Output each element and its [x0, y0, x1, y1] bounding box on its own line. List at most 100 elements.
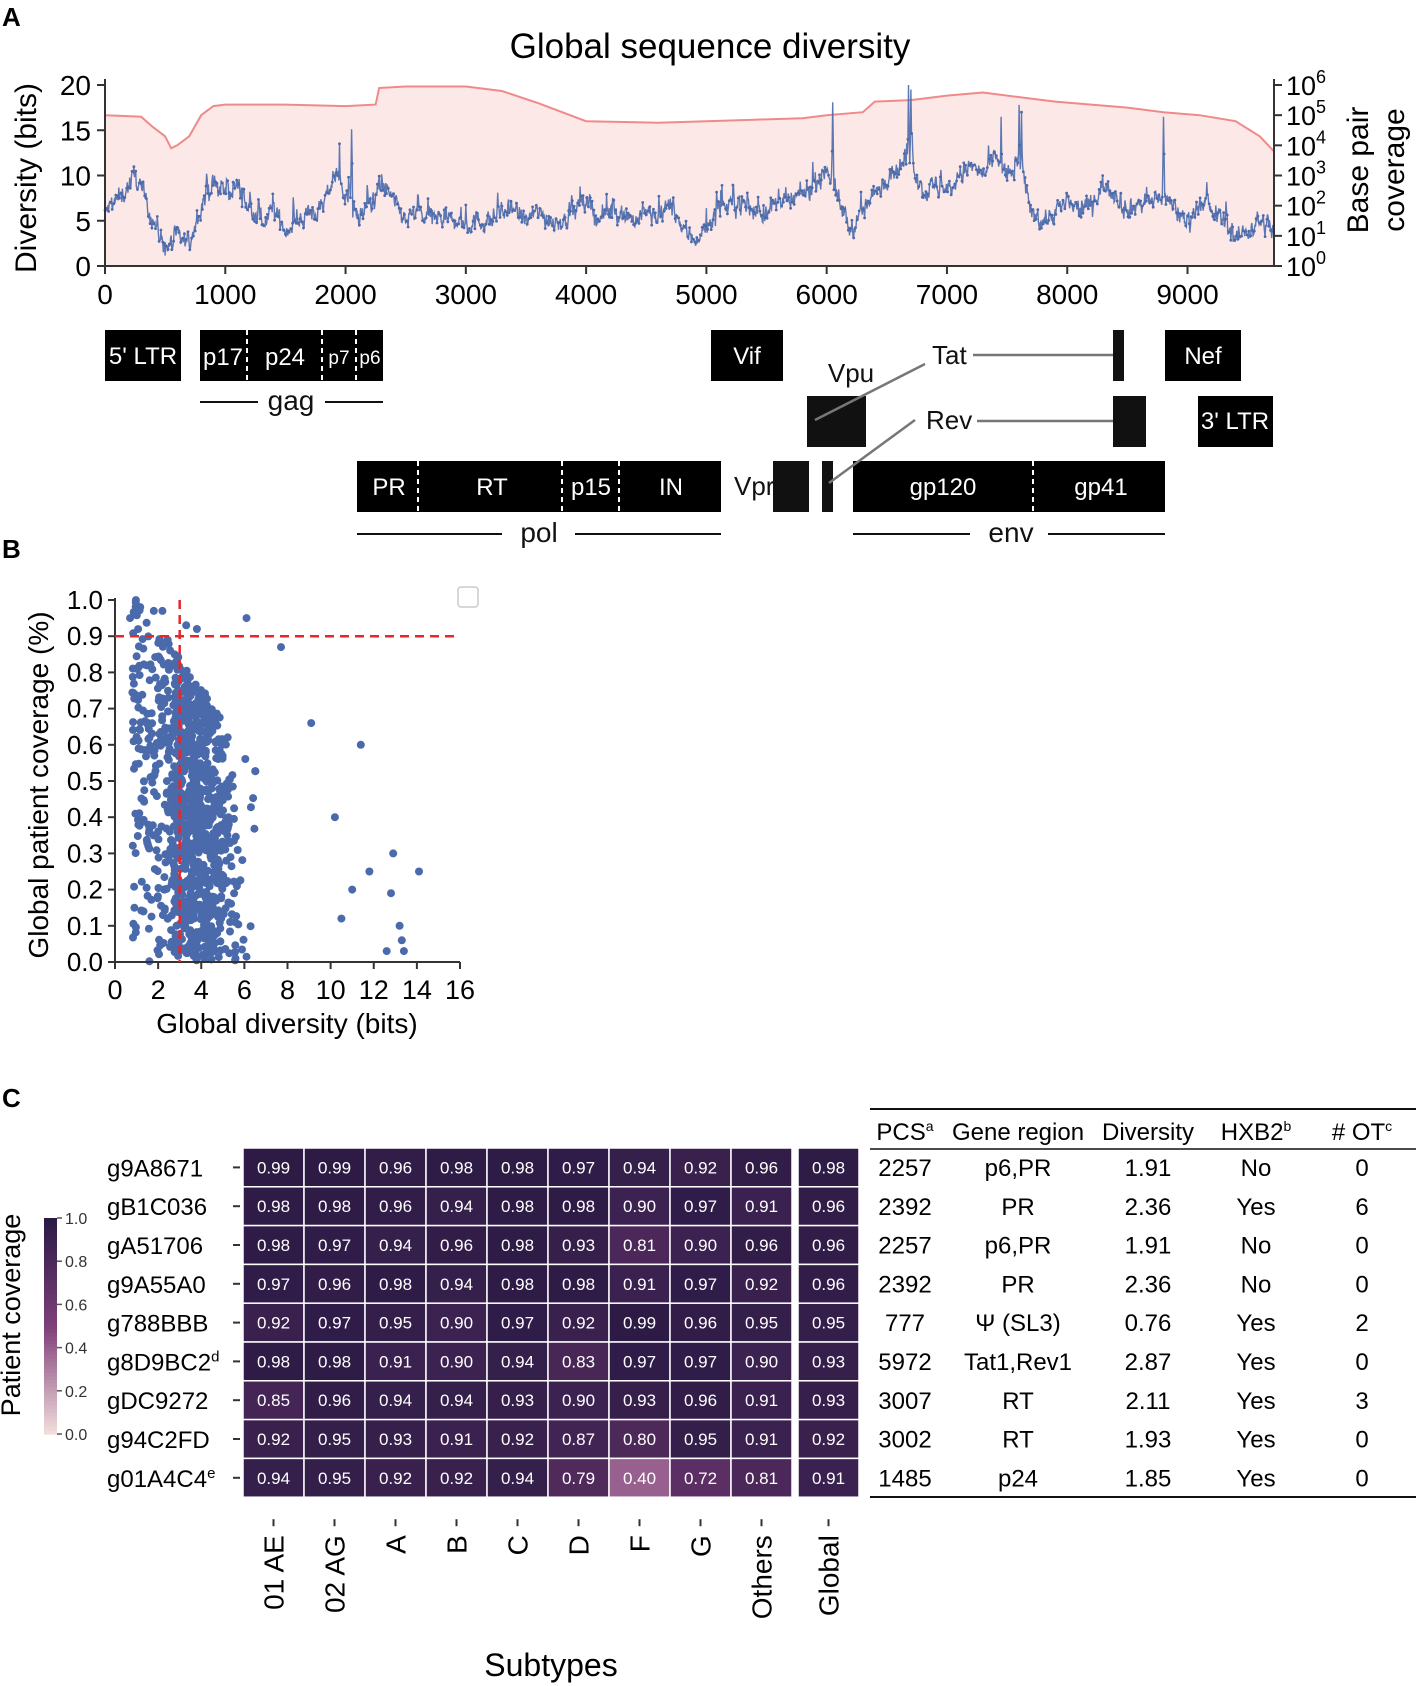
diversity-point — [661, 219, 664, 223]
scatter-point — [226, 853, 235, 862]
diversity-point — [376, 182, 379, 186]
diversity-point — [664, 207, 668, 210]
heatmap-cell — [608, 1380, 671, 1421]
gene-label-vpu: Vpu — [828, 358, 874, 388]
heatmap-cell-label: 0.94 — [379, 1391, 412, 1410]
diversity-point — [159, 228, 163, 232]
table-cell: 0 — [1355, 1271, 1368, 1298]
diversity-point — [148, 222, 152, 226]
diversity-point — [1014, 158, 1018, 162]
gene-box-rev-exon — [1113, 396, 1146, 447]
scatter-point — [195, 869, 204, 878]
scatter-point — [153, 684, 162, 693]
gene-label-gp41: gp41 — [1074, 474, 1127, 501]
table-cell: 2 — [1355, 1310, 1368, 1337]
scatter-point — [151, 767, 160, 775]
diversity-point — [818, 173, 821, 177]
diversity-point — [412, 205, 415, 209]
scatter-point — [224, 792, 233, 801]
scatter-point — [126, 614, 135, 623]
heatmap-cell-label: 0.81 — [745, 1469, 778, 1488]
scatter-point — [239, 935, 248, 944]
diversity-point — [1021, 170, 1025, 174]
diversity-point — [188, 248, 192, 252]
table-cell: p6,PR — [985, 1233, 1052, 1260]
diversity-point — [868, 201, 872, 205]
diversity-point — [814, 189, 818, 193]
scatter-point — [167, 801, 176, 810]
scatter-point — [186, 722, 195, 731]
diversity-point — [1258, 221, 1262, 225]
scatter-point — [337, 914, 346, 923]
heatmap-cell-label: 0.90 — [562, 1391, 595, 1410]
diversity-point — [139, 182, 143, 186]
panel-b-axes: 0 2 4 6 8 10 12 14 16 0.0 0.1 0.2 0.3 0.4 0.5 0.6 0.7 0.8… — [67, 585, 475, 1005]
diversity-point — [612, 198, 616, 202]
gene-box-3ltr — [1198, 396, 1273, 447]
diversity-point — [338, 142, 341, 146]
table-cell: No — [1241, 1233, 1272, 1260]
diversity-point — [332, 174, 336, 177]
heatmap-cell — [364, 1302, 427, 1343]
heatmap-cell-label: 0.92 — [440, 1469, 473, 1488]
scatter-point — [129, 725, 137, 734]
y-tick-label: 0.5 — [67, 766, 103, 796]
diversity-point — [271, 192, 275, 196]
diversity-point — [771, 198, 774, 202]
heatmap-global-label: 0.93 — [812, 1391, 845, 1410]
diversity-point — [722, 203, 726, 206]
diversity-point — [422, 220, 426, 224]
diversity-point — [477, 218, 480, 222]
scatter-point — [246, 922, 255, 931]
row-label: g8D9BC2d — [107, 1348, 219, 1376]
diversity-point — [520, 220, 524, 224]
heatmap-cell-label: 0.97 — [562, 1158, 595, 1177]
scatter-point — [144, 924, 153, 933]
heatmap-cell — [364, 1341, 427, 1382]
diversity-point — [856, 218, 859, 222]
scatter-point — [202, 897, 211, 906]
diversity-point — [1103, 189, 1106, 193]
colorbar-tick-label: 0.2 — [65, 1384, 87, 1401]
diversity-point — [531, 205, 534, 209]
diversity-point — [1016, 161, 1020, 165]
heatmap-cell — [730, 1457, 793, 1498]
heatmap-global-label: 0.96 — [812, 1275, 845, 1294]
scatter-point — [213, 840, 222, 849]
diversity-point — [634, 222, 637, 225]
table-cell: No — [1241, 1271, 1272, 1298]
diversity-point — [697, 239, 700, 242]
scatter-point — [131, 923, 140, 932]
scatter-point — [174, 888, 183, 897]
diversity-point — [994, 154, 998, 158]
heatmap-cell-label: 0.90 — [623, 1197, 656, 1216]
diversity-point — [787, 196, 791, 199]
scatter-point — [171, 930, 180, 939]
diversity-point — [785, 199, 789, 203]
diversity-point — [358, 223, 361, 227]
y-axis-label: Diversity (bits) — [10, 83, 43, 273]
scatter-point — [223, 825, 232, 834]
heatmap-cell-label: 0.96 — [745, 1158, 778, 1177]
scatter-point — [130, 903, 139, 912]
diversity-point — [973, 163, 976, 167]
scatter-point — [131, 809, 140, 818]
scatter-point — [208, 849, 216, 858]
diversity-point — [928, 183, 931, 186]
diversity-point — [107, 210, 110, 213]
scatter-point — [184, 730, 193, 738]
scatter-point — [157, 735, 166, 743]
diversity-point — [724, 207, 727, 211]
diversity-point — [1124, 208, 1128, 212]
diversity-point — [1189, 215, 1193, 219]
heatmap-cell-label: 0.96 — [318, 1275, 351, 1294]
row-label: gB1C036 — [107, 1194, 207, 1221]
x-tick-label: 6 — [237, 975, 252, 1005]
diversity-point — [1231, 225, 1234, 229]
heatmap-cell-label: 0.94 — [257, 1469, 290, 1488]
row-label: g94C2FD — [107, 1427, 210, 1454]
diversity-point — [116, 194, 119, 198]
scatter-point — [203, 876, 212, 885]
diversity-point — [718, 214, 722, 218]
heatmap-cell-label: 0.97 — [318, 1236, 351, 1255]
